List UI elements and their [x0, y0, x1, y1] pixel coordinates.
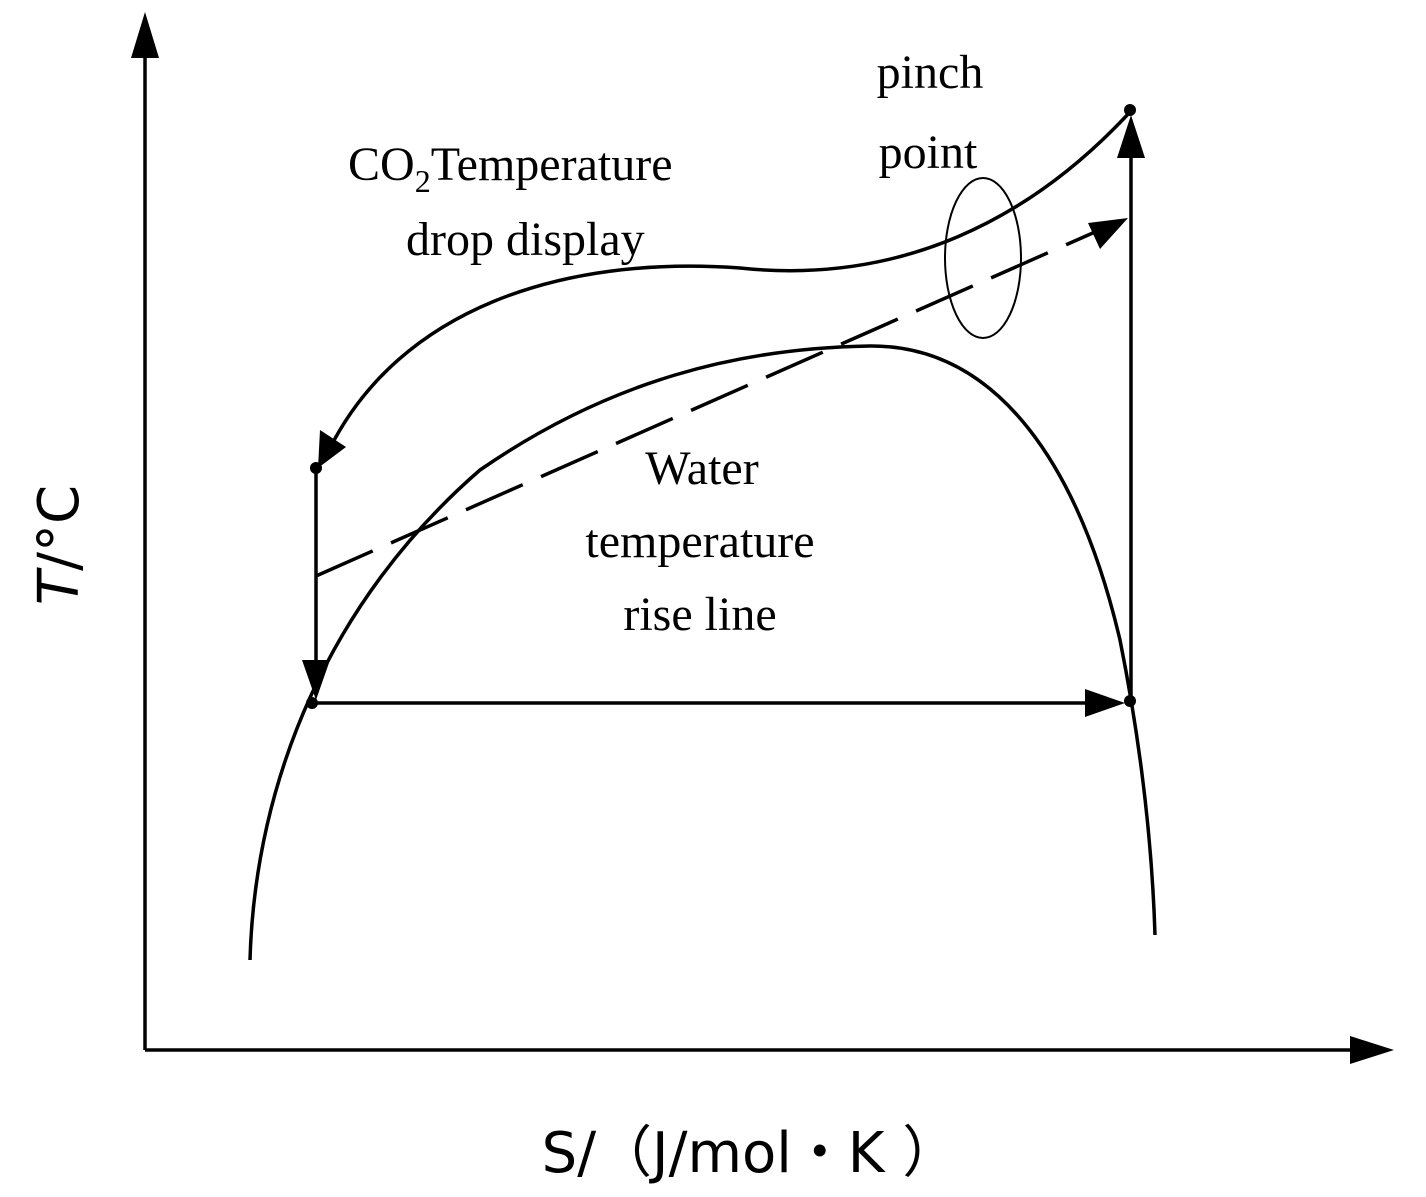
co2-label-subscript: 2	[415, 163, 431, 199]
state-points	[306, 104, 1136, 709]
water-rise-line	[315, 230, 1096, 578]
state-point	[310, 462, 322, 474]
co2-drop-arrow-icon	[318, 430, 346, 468]
water-label-line3: rise line	[623, 588, 776, 641]
y-axis-label-symbol: T	[27, 567, 92, 605]
state-point	[1124, 695, 1136, 707]
co2-label-line1: CO2Temperature	[348, 138, 673, 199]
evaporation-arrow-icon	[1085, 689, 1125, 717]
co2-label-rest: Temperature	[431, 138, 673, 191]
co2-label-line2: drop display	[406, 213, 645, 266]
pinch-label-line2: point	[879, 126, 978, 179]
cooling-arrow-icon	[302, 660, 330, 700]
state-point	[1124, 104, 1136, 116]
compression-arrow-icon	[1117, 115, 1145, 158]
state-point	[306, 697, 318, 709]
water-rise-arrow-icon	[1088, 218, 1128, 249]
y-axis-label-unit: /°C	[27, 485, 92, 571]
pinch-label-line1: pinch	[877, 46, 984, 99]
y-axis-label: T/°C	[27, 485, 92, 605]
saturation-dome	[248, 344, 1157, 961]
x-axis-arrow-icon	[1350, 1036, 1394, 1064]
axes	[131, 12, 1394, 1064]
co2-label-prefix: CO	[348, 138, 415, 191]
y-axis-arrow-icon	[131, 12, 159, 58]
water-label-line1: Water	[645, 442, 758, 495]
x-axis-label: S/（J/mol・K ）	[542, 1121, 959, 1186]
co2-drop-curve	[328, 110, 1132, 449]
water-label-line2: temperature	[585, 515, 814, 568]
pinch-point-marker	[944, 177, 1022, 339]
